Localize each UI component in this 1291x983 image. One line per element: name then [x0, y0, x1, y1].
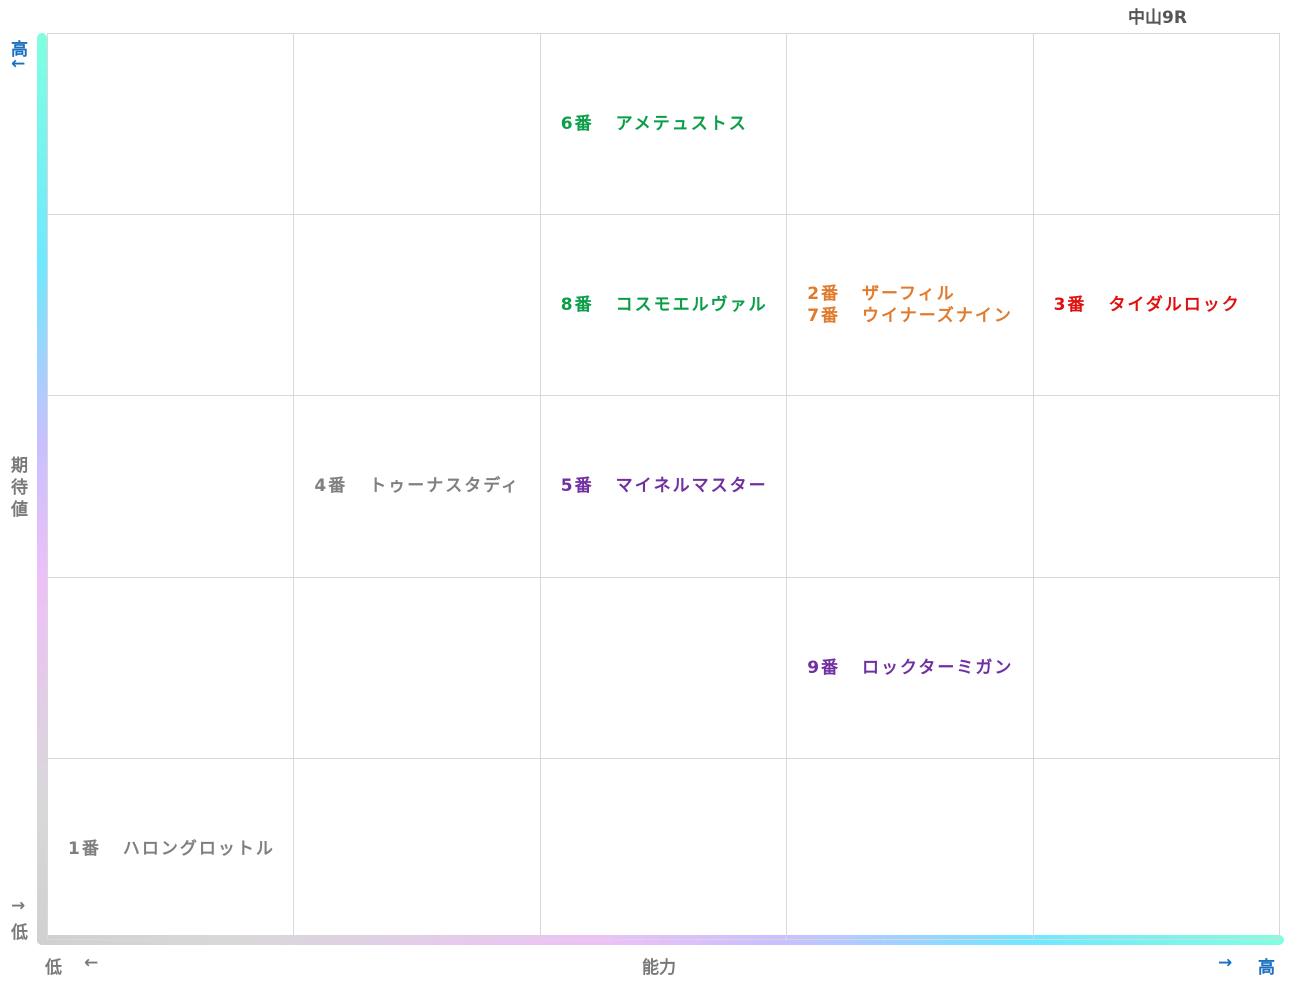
cell — [786, 758, 1033, 940]
horse-entry: 3番 タイダルロック — [1054, 294, 1279, 316]
cell — [786, 34, 1033, 216]
horse-name: アメテュストス — [615, 114, 748, 135]
cell — [1032, 577, 1279, 759]
cell: 4番 トゥーナスタディ — [293, 396, 540, 578]
horse-number: 6番 — [560, 114, 594, 135]
horse-number: 9番 — [807, 657, 841, 678]
cell: 1番 ハロングロットル — [47, 758, 294, 940]
cell — [539, 577, 787, 759]
cell — [293, 34, 540, 216]
cell — [539, 758, 787, 940]
horse-number: 2番 — [807, 284, 841, 305]
horse-number: 3番 — [1053, 295, 1087, 316]
x-high: 高 — [1258, 958, 1275, 978]
horse-name: ハロングロットル — [122, 838, 275, 859]
horse-entry: 7番 ウイナーズナイン — [807, 305, 1032, 327]
y-high: 高 — [11, 40, 28, 60]
horse-name: コスモエルヴァル — [615, 295, 768, 316]
horse-entry: 2番 ザーフィル — [807, 283, 1032, 305]
cell: 6番 アメテュストス — [539, 34, 787, 216]
cell: 3番 タイダルロック — [1032, 215, 1279, 397]
y-label: 期待値 — [11, 456, 28, 520]
horse-entry: 5番 マイネルマスター — [561, 475, 786, 497]
horse-entry: 4番 トゥーナスタディ — [314, 475, 539, 497]
x-low: 低 — [45, 958, 62, 978]
horse-entry: 6番 アメテュストス — [561, 113, 786, 135]
cell — [47, 396, 294, 578]
horse-number: 8番 — [560, 295, 594, 316]
horse-entry: 9番 ロックターミガン — [807, 657, 1032, 679]
cell — [1032, 396, 1279, 578]
y-low: 低 — [11, 923, 28, 943]
x-axis-bar — [37, 935, 1284, 945]
x-label: 能力 — [642, 958, 676, 978]
horse-number: 1番 — [68, 838, 101, 859]
cell: 2番 ザーフィル 7番 ウイナーズナイン — [786, 215, 1033, 397]
cell — [47, 215, 294, 397]
x-low-arrow: ← — [84, 953, 99, 973]
horse-entry: 8番 コスモエルヴァル — [561, 294, 786, 316]
y-high-arrow: ← — [11, 54, 26, 74]
cell — [293, 577, 540, 759]
horse-entry: 1番 ハロングロットル — [68, 838, 293, 860]
cell: 8番 コスモエルヴァル — [539, 215, 787, 397]
cell — [1032, 34, 1279, 216]
horse-name: ウイナーズナイン — [862, 306, 1013, 327]
horse-number: 7番 — [807, 306, 841, 327]
cell — [293, 215, 540, 397]
cell: 9番 ロックターミガン — [786, 577, 1033, 759]
horse-number: 4番 — [314, 476, 348, 497]
horse-name: マイネルマスター — [615, 476, 768, 497]
x-high-arrow: → — [1218, 953, 1233, 973]
y-axis-bar — [37, 33, 47, 945]
horse-name: ロックターミガン — [862, 657, 1014, 678]
horse-number: 5番 — [560, 476, 594, 497]
horse-name: トゥーナスタディ — [369, 476, 521, 497]
cell: 5番 マイネルマスター — [539, 396, 787, 578]
title: 中山9R — [1128, 8, 1187, 28]
cell — [293, 758, 540, 940]
cell — [786, 396, 1033, 578]
horse-name: ザーフィル — [862, 284, 956, 305]
y-low-arrow: → — [11, 896, 26, 916]
horse-name: タイダルロック — [1108, 295, 1241, 316]
cell — [47, 34, 294, 216]
cell — [47, 577, 294, 759]
cell — [1032, 758, 1279, 940]
grid: 6番 アメテュストス 8番 コスモエルヴァル 2番 ザーフィル 7番 ウイナーズナイン 3番 タイ… — [47, 33, 1280, 940]
